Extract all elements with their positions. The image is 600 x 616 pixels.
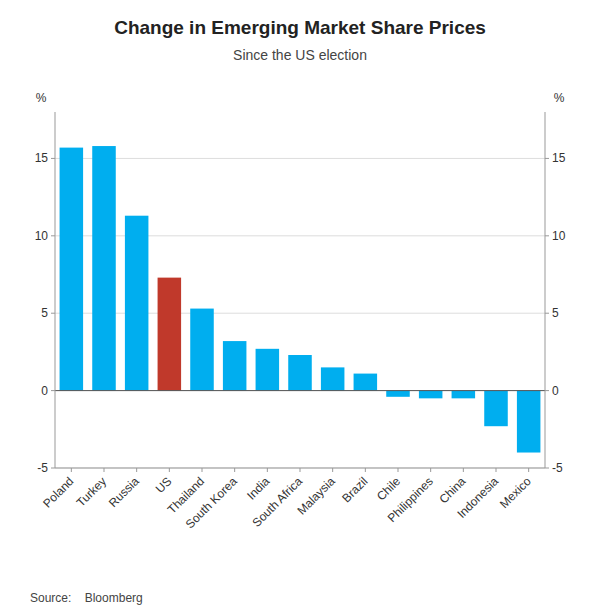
bar [452, 391, 476, 399]
y2-tick [545, 390, 549, 391]
bar [288, 355, 312, 391]
x-tick-label: India [244, 474, 273, 503]
y2-tick [545, 468, 549, 469]
y2-tick-label: 5 [552, 306, 559, 320]
y-tick-label: 15 [35, 151, 49, 165]
x-tick [463, 468, 464, 472]
bar [419, 391, 443, 399]
x-tick-label: Poland [40, 474, 76, 510]
x-tick-label: US [153, 474, 175, 496]
y2-axis-label: % [554, 91, 565, 105]
chart: Change in Emerging Market Share Prices Si… [0, 0, 600, 616]
x-tick-label: South Africa [249, 474, 305, 530]
x-tick [365, 468, 366, 472]
x-tick [234, 468, 235, 472]
bar [92, 146, 116, 391]
bars [60, 146, 541, 452]
y2-axis-line [545, 112, 546, 468]
source: Source: Bloomberg [30, 591, 143, 605]
y2-tick [545, 158, 549, 159]
bar [60, 148, 84, 391]
x-tick-label: Russia [106, 474, 142, 510]
y2-tick [545, 313, 549, 314]
y-axis-line [55, 112, 56, 468]
x-tick-label: South Korea [183, 474, 240, 531]
bar [321, 367, 345, 390]
x-tick [104, 468, 105, 472]
bar [158, 278, 182, 391]
x-tick [136, 468, 137, 472]
bar [517, 391, 541, 453]
x-tick-label: Indonesia [454, 474, 501, 521]
y-tick [51, 158, 55, 159]
y-tick [51, 468, 55, 469]
y2-tick [545, 235, 549, 236]
x-tick [528, 468, 529, 472]
x-tick [202, 468, 203, 472]
bar [256, 349, 280, 391]
y2-tick-label: 15 [552, 151, 566, 165]
y2-tick-label: -5 [552, 461, 563, 475]
x-tick [398, 468, 399, 472]
grid-line [55, 390, 545, 391]
y-tick-label: 5 [41, 306, 48, 320]
y-tick [51, 313, 55, 314]
x-tick-label: Philippines [385, 474, 436, 525]
y-tick-label: -5 [37, 461, 48, 475]
grid-line [55, 158, 545, 159]
y-tick [51, 235, 55, 236]
subtitle: Since the US election [233, 47, 367, 63]
bar [125, 216, 149, 391]
title: Change in Emerging Market Share Prices [114, 17, 486, 38]
x-tick [300, 468, 301, 472]
y2-tick-label: 10 [552, 229, 566, 243]
x-tick [332, 468, 333, 472]
y-tick-label: 10 [35, 229, 49, 243]
background [0, 0, 600, 616]
x-tick-label: Chile [374, 474, 403, 503]
y-tick [51, 390, 55, 391]
bar [484, 391, 508, 427]
x-tick [267, 468, 268, 472]
bar [223, 341, 247, 391]
x-tick [430, 468, 431, 472]
x-tick-label: Turkey [74, 474, 110, 510]
y-axis-label: % [36, 91, 47, 105]
x-tick-label: Malaysia [294, 474, 338, 518]
y-tick-label: 0 [41, 384, 48, 398]
y2-tick-label: 0 [552, 384, 559, 398]
bar [354, 374, 378, 391]
x-tick [169, 468, 170, 472]
bar [190, 309, 214, 391]
x-tick [71, 468, 72, 472]
x-tick [496, 468, 497, 472]
x-tick-label: Brazil [339, 474, 370, 505]
baseline [55, 390, 545, 391]
x-tick-label: Mexico [497, 474, 534, 511]
bar [386, 391, 410, 397]
